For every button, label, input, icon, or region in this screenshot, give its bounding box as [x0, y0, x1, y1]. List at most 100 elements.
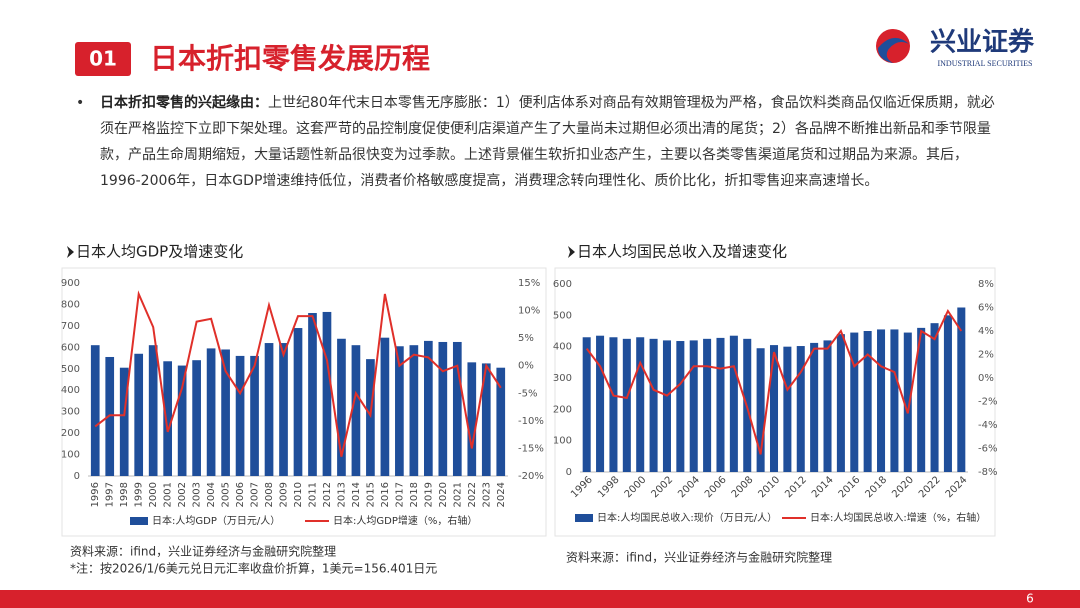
y2-tick-label: -4% [978, 420, 997, 431]
chart-title: 日本人均GDP及增速变化 [76, 243, 243, 261]
y2-tick-label: -2% [978, 397, 997, 408]
bar [676, 341, 685, 472]
x-tick-label: 2001 [163, 482, 174, 507]
x-tick-label: 2004 [676, 474, 702, 500]
bar [863, 331, 872, 472]
y-tick-label: 300 [553, 373, 572, 384]
x-tick-label: 2017 [394, 482, 405, 507]
x-tick-label: 2011 [307, 482, 318, 507]
x-tick-label: 2016 [837, 474, 863, 500]
bar [756, 348, 765, 472]
bar [250, 355, 259, 476]
y2-tick-label: 8% [978, 279, 994, 290]
y2-tick-label: -15% [518, 443, 544, 454]
x-tick-label: 2007 [250, 482, 261, 507]
y-tick-label: 600 [553, 279, 572, 290]
y2-tick-label: -10% [518, 416, 544, 427]
chart-title: 日本人均国民总收入及增速变化 [577, 243, 787, 261]
x-tick-label: 2000 [148, 482, 159, 507]
footer-bar [0, 590, 1080, 608]
bar [689, 340, 698, 472]
y-tick-label: 100 [61, 450, 80, 461]
bar [134, 353, 144, 476]
slide-title: 日本折扣零售发展历程 [150, 42, 430, 75]
bar [438, 341, 448, 476]
bar [452, 341, 462, 476]
x-tick-label: 2024 [944, 474, 970, 500]
bar [903, 332, 912, 472]
x-tick-label: 2018 [864, 474, 890, 500]
source: 资料来源：ifind，兴业证券经济与金融研究院整理 [70, 544, 336, 559]
bar [930, 323, 939, 472]
bar [636, 337, 645, 472]
x-tick-label: 1999 [134, 482, 145, 507]
bar [366, 359, 375, 476]
bar [877, 329, 886, 472]
bar [496, 367, 506, 476]
bar [148, 345, 158, 476]
bar [163, 361, 172, 476]
y2-tick-label: -8% [978, 467, 997, 478]
y-tick-label: 600 [61, 342, 80, 353]
body-text: 上世纪80年代末日本零售无序膨胀：1）便利店体系对商品有效期管理极为严格，食品饮… [100, 95, 995, 189]
y2-tick-label: 4% [978, 326, 994, 337]
y-tick-label: 900 [61, 278, 80, 289]
bar [308, 313, 317, 476]
legend-label: 日本:人均国民总收入:增速（%，右轴） [810, 511, 986, 524]
line [94, 290, 502, 457]
bar [337, 338, 346, 476]
x-tick-label: 2006 [235, 482, 246, 507]
x-tick-label: 2024 [496, 482, 507, 507]
bar [409, 345, 419, 476]
bar [810, 342, 819, 472]
title-arrow [568, 246, 575, 258]
x-tick-label: 2004 [206, 482, 217, 507]
bar [322, 311, 332, 476]
bar [424, 340, 433, 476]
bar [890, 329, 899, 472]
bar [235, 355, 245, 476]
x-tick-label: 2012 [322, 482, 333, 507]
logo-text: 兴业证券 [930, 28, 1035, 58]
y-tick-label: 500 [553, 310, 572, 321]
y2-tick-label: 2% [978, 350, 994, 361]
bar [395, 346, 404, 476]
y2-tick-label: -6% [978, 444, 997, 455]
bar [796, 346, 805, 472]
y-tick-label: 700 [61, 321, 80, 332]
x-tick-label: 2006 [703, 474, 729, 500]
bar [943, 315, 952, 472]
y-tick-label: 300 [61, 407, 80, 418]
x-tick-label: 1997 [105, 482, 116, 507]
bullet: • [76, 95, 85, 111]
bar [729, 335, 738, 472]
y2-tick-label: 15% [518, 278, 540, 289]
logo-en: INDUSTRIAL SECURITIES [937, 59, 1032, 68]
x-tick-label: 2016 [380, 482, 391, 507]
bar [836, 334, 845, 472]
bar [177, 365, 187, 476]
bar [192, 360, 201, 476]
logo: 兴业证券 INDUSTRIAL SECURITIES [876, 28, 1035, 68]
y2-tick-label: 6% [978, 303, 994, 314]
legend-label: 日本:人均GDP（万日元/人） [152, 514, 280, 527]
x-tick-label: 2009 [279, 482, 290, 507]
x-tick-label: 2019 [423, 482, 434, 507]
y2-tick-label: 0% [978, 373, 994, 384]
x-tick-label: 2002 [177, 482, 188, 507]
x-tick-label: 2013 [336, 482, 347, 507]
x-tick-label: 2020 [890, 474, 916, 500]
bar [380, 337, 390, 476]
x-tick-label: 2008 [730, 474, 756, 500]
bar [206, 348, 216, 476]
bar [119, 367, 129, 476]
y-tick-label: 400 [61, 385, 80, 396]
bar [582, 337, 591, 472]
legend-label: 日本:人均国民总收入:现价（万日元/人） [597, 511, 777, 524]
x-tick-label: 2012 [783, 474, 809, 500]
y2-tick-label: 5% [518, 333, 534, 344]
bar [703, 338, 712, 472]
x-tick-label: 2022 [917, 474, 943, 500]
x-tick-label: 2020 [438, 482, 449, 507]
source: 资料来源：ifind，兴业证券经济与金融研究院整理 [566, 550, 832, 565]
